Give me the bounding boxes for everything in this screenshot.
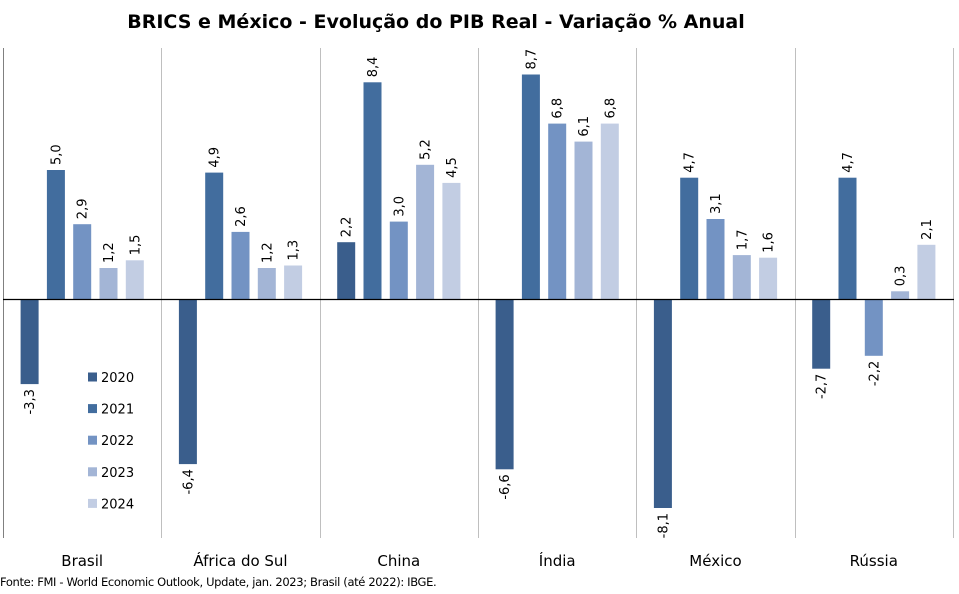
data-label: 1,5: [128, 235, 143, 256]
data-label: -6,6: [498, 474, 513, 499]
legend-swatch-2023: [88, 467, 97, 477]
bar-2020-2: [337, 242, 356, 299]
data-label: 8,4: [366, 57, 381, 78]
bar-2024-3: [600, 123, 619, 299]
data-label: 8,7: [524, 49, 539, 70]
bar-2022-0: [73, 224, 92, 299]
legend: 2020 2021 2022 2023 2024: [88, 371, 134, 512]
bar-2020-3: [495, 299, 514, 470]
bar-2021-0: [46, 170, 65, 299]
category-label: Índia: [539, 551, 576, 570]
data-label: 2,9: [76, 198, 91, 219]
data-label: 1,2: [260, 242, 275, 263]
data-label: 3,1: [709, 193, 724, 214]
category-label: Brasil: [61, 552, 103, 570]
bar-2023-1: [257, 268, 276, 299]
bar-2024-5: [917, 244, 936, 299]
bar-2024-2: [442, 182, 461, 299]
data-label: 2,6: [234, 206, 249, 227]
data-label: 4,9: [208, 147, 223, 168]
data-label: -6,4: [181, 469, 196, 494]
data-label: 6,8: [603, 98, 618, 119]
data-label: -2,7: [815, 374, 830, 399]
bar-2022-2: [389, 221, 408, 299]
data-labels: -3,3 5,0 2,9 1,2 1,5 -6,4 4,9 2,6 1,2 1,3 2,2 8,4 3,…: [23, 49, 935, 539]
data-label: 0,3: [894, 266, 909, 287]
data-label: 4,5: [445, 157, 460, 178]
data-label: 2,1: [920, 219, 935, 240]
bar-2024-1: [284, 265, 303, 299]
data-label: -2,2: [867, 361, 882, 386]
bars: [20, 74, 936, 508]
data-label: 1,3: [287, 240, 302, 261]
bar-2022-5: [864, 299, 883, 356]
bar-2021-4: [680, 177, 699, 299]
category-separators: [3, 48, 954, 538]
legend-label-2020: 2020: [101, 371, 134, 386]
data-label: 4,7: [841, 152, 856, 173]
bar-2020-5: [812, 299, 831, 369]
category-label: Rússia: [850, 552, 898, 570]
bar-2023-5: [891, 291, 910, 299]
bar-2022-1: [231, 231, 250, 299]
legend-swatch-2020: [88, 372, 97, 382]
data-label: -8,1: [656, 513, 671, 538]
legend-label-2021: 2021: [101, 403, 134, 418]
legend-swatch-2022: [88, 435, 97, 445]
bar-2020-1: [178, 299, 197, 465]
data-label: 2,2: [340, 217, 355, 238]
bar-2022-3: [548, 123, 567, 299]
bar-2023-4: [732, 255, 751, 299]
category-label: África do Sul: [193, 551, 287, 570]
bar-2022-4: [706, 219, 725, 299]
legend-swatch-2021: [88, 404, 97, 414]
data-label: -3,3: [23, 389, 38, 414]
legend-swatch-2024: [88, 498, 97, 508]
bar-2023-0: [99, 268, 118, 299]
bar-2024-0: [125, 260, 144, 299]
bar-2020-4: [653, 299, 672, 508]
chart-title: BRICS e México - Evolução do PIB Real - …: [127, 11, 745, 33]
category-label: China: [377, 552, 420, 570]
data-label: 6,8: [551, 98, 566, 119]
bar-2021-1: [205, 172, 224, 299]
bar-2023-3: [574, 141, 593, 299]
legend-label-2022: 2022: [101, 434, 134, 449]
bar-2023-2: [416, 164, 435, 299]
legend-label-2023: 2023: [101, 466, 134, 481]
data-label: 5,0: [49, 144, 64, 165]
data-label: 4,7: [683, 152, 698, 173]
data-label: 1,2: [102, 242, 117, 263]
source-note: Fonte: FMI - World Economic Outlook, Upd…: [0, 575, 437, 589]
bar-2021-5: [838, 177, 857, 299]
bar-2021-2: [363, 82, 382, 299]
bar-2020-0: [20, 299, 39, 385]
bar-2021-3: [521, 74, 540, 299]
data-label: 1,6: [762, 232, 777, 253]
data-label: 1,7: [735, 229, 750, 250]
data-label: 3,0: [392, 196, 407, 217]
category-label: México: [689, 552, 741, 570]
bar-2024-4: [759, 257, 778, 299]
legend-label-2024: 2024: [101, 497, 134, 512]
category-labels: Brasil África do Sul China Índia México Rússi…: [61, 551, 898, 570]
data-label: 6,1: [577, 116, 592, 137]
data-label: 5,2: [419, 139, 434, 160]
